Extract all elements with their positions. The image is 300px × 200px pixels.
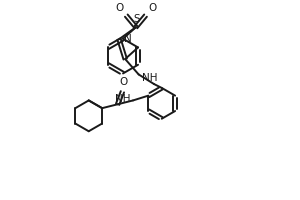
Text: O: O [119, 77, 128, 87]
Text: N: N [124, 34, 132, 44]
Text: O: O [148, 3, 157, 13]
Text: NH: NH [142, 73, 157, 83]
Text: NH: NH [115, 94, 130, 104]
Text: O: O [115, 3, 123, 13]
Text: S: S [134, 14, 140, 24]
